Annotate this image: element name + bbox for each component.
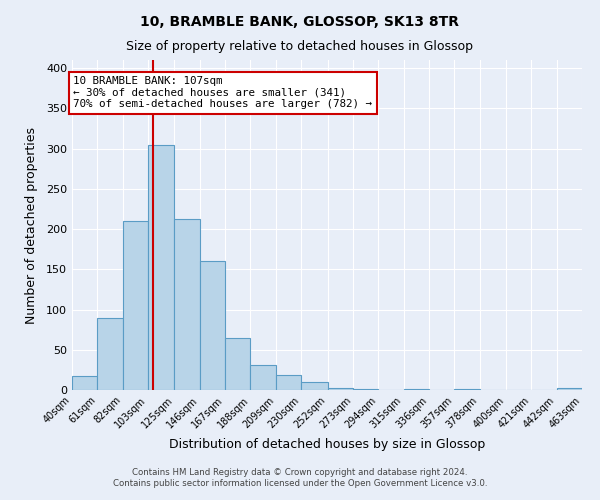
Bar xyxy=(557,388,582,390)
Bar xyxy=(404,389,429,390)
Y-axis label: Number of detached properties: Number of detached properties xyxy=(25,126,38,324)
Bar xyxy=(301,382,328,390)
Text: 10 BRAMBLE BANK: 107sqm
← 30% of detached houses are smaller (341)
70% of semi-d: 10 BRAMBLE BANK: 107sqm ← 30% of detache… xyxy=(73,76,372,110)
Bar xyxy=(148,144,175,390)
Bar xyxy=(353,389,378,390)
X-axis label: Distribution of detached houses by size in Glossop: Distribution of detached houses by size … xyxy=(169,438,485,451)
Bar xyxy=(97,318,122,390)
Bar xyxy=(225,338,250,390)
Bar xyxy=(454,389,479,390)
Bar xyxy=(250,365,276,390)
Text: Size of property relative to detached houses in Glossop: Size of property relative to detached ho… xyxy=(127,40,473,53)
Bar xyxy=(200,261,225,390)
Bar xyxy=(122,221,148,390)
Bar xyxy=(72,376,97,390)
Bar xyxy=(276,374,301,390)
Bar xyxy=(175,218,200,390)
Bar xyxy=(328,388,353,390)
Text: 10, BRAMBLE BANK, GLOSSOP, SK13 8TR: 10, BRAMBLE BANK, GLOSSOP, SK13 8TR xyxy=(140,15,460,29)
Text: Contains HM Land Registry data © Crown copyright and database right 2024.
Contai: Contains HM Land Registry data © Crown c… xyxy=(113,468,487,487)
